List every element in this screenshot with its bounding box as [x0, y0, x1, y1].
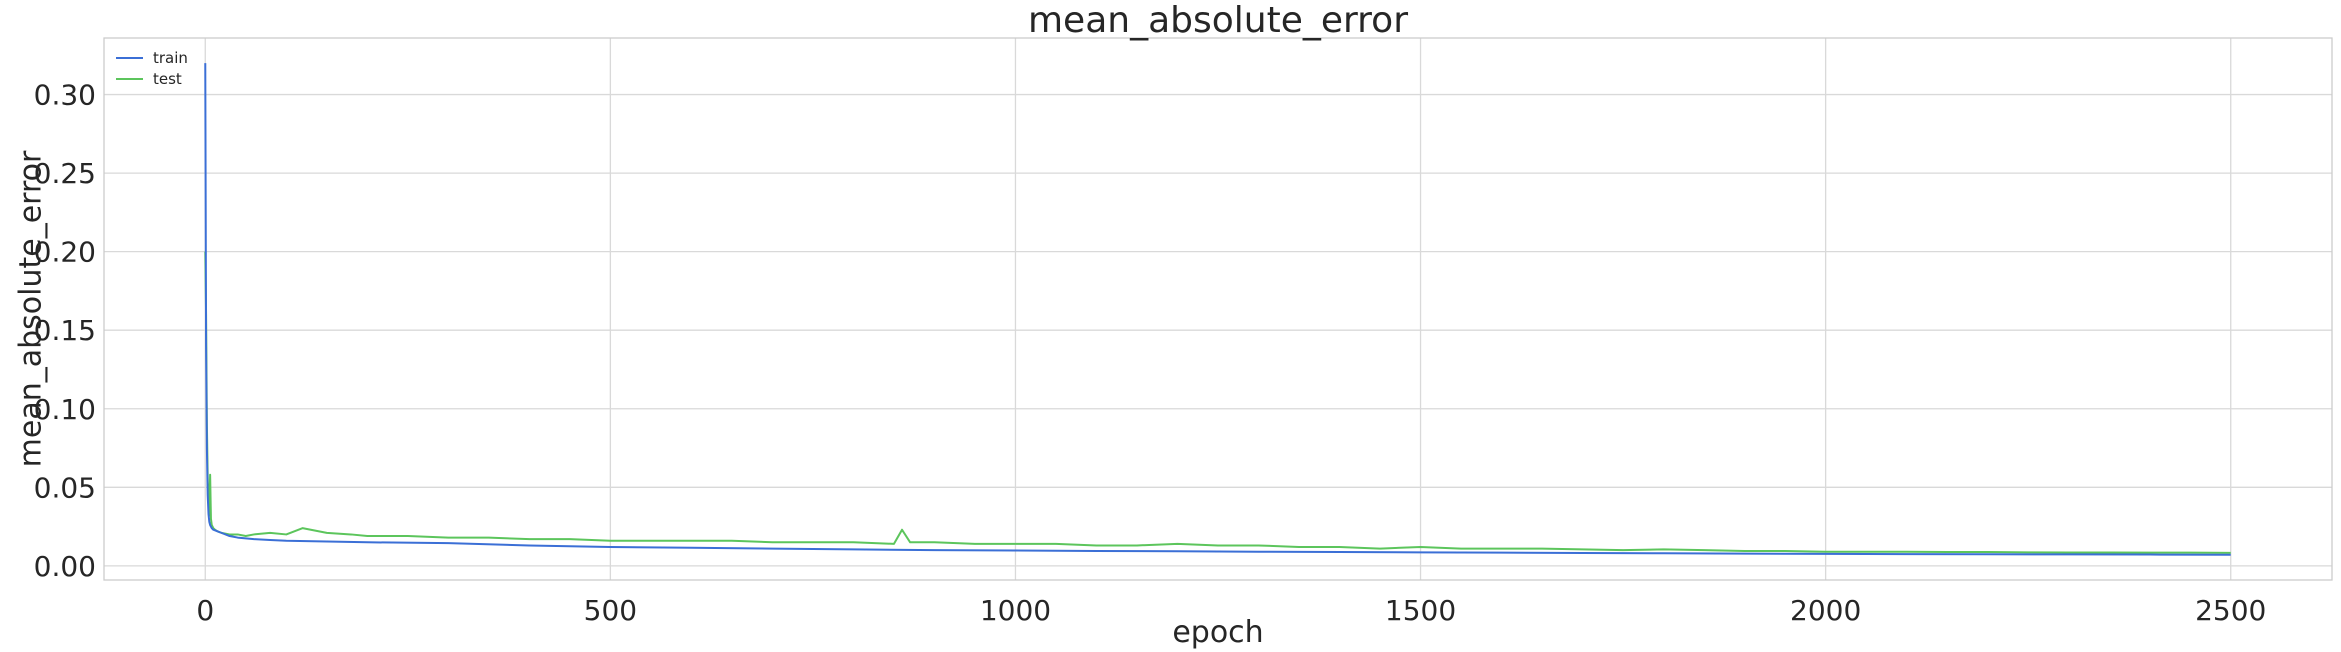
x-tick-label: 0 — [196, 594, 214, 627]
x-axis-title: epoch — [1172, 615, 1263, 650]
y-tick-label: 0.10 — [34, 393, 96, 426]
x-tick-label: 2500 — [2195, 594, 2266, 627]
x-tick-label: 1000 — [980, 594, 1051, 627]
legend: train test — [116, 49, 188, 88]
y-tick-label: 0.20 — [34, 236, 96, 269]
grid — [104, 38, 2332, 580]
x-tick-label: 2000 — [1790, 594, 1861, 627]
y-tick-label: 0.30 — [34, 79, 96, 112]
chart-title: mean_absolute_error — [1028, 0, 1408, 41]
x-tick-label: 500 — [584, 594, 637, 627]
y-tick-label: 0.05 — [34, 471, 96, 504]
plot-frame — [103, 37, 2333, 581]
y-tick-label: 0.25 — [34, 157, 96, 190]
legend-label-train: train — [153, 49, 188, 67]
y-tick-label: 0.15 — [34, 314, 96, 347]
y-tick-label: 0.00 — [34, 550, 96, 583]
tick-labels: 0 500 1000 1500 2000 2500 0.00 0.05 0.10 0.15 0.20… — [34, 79, 2267, 627]
series-layer — [204, 63, 2231, 556]
legend-label-test: test — [153, 70, 182, 88]
x-tick-label: 1500 — [1385, 594, 1456, 627]
series-line-train — [204, 63, 2231, 556]
y-axis-title: mean_absolute_error — [14, 150, 49, 467]
